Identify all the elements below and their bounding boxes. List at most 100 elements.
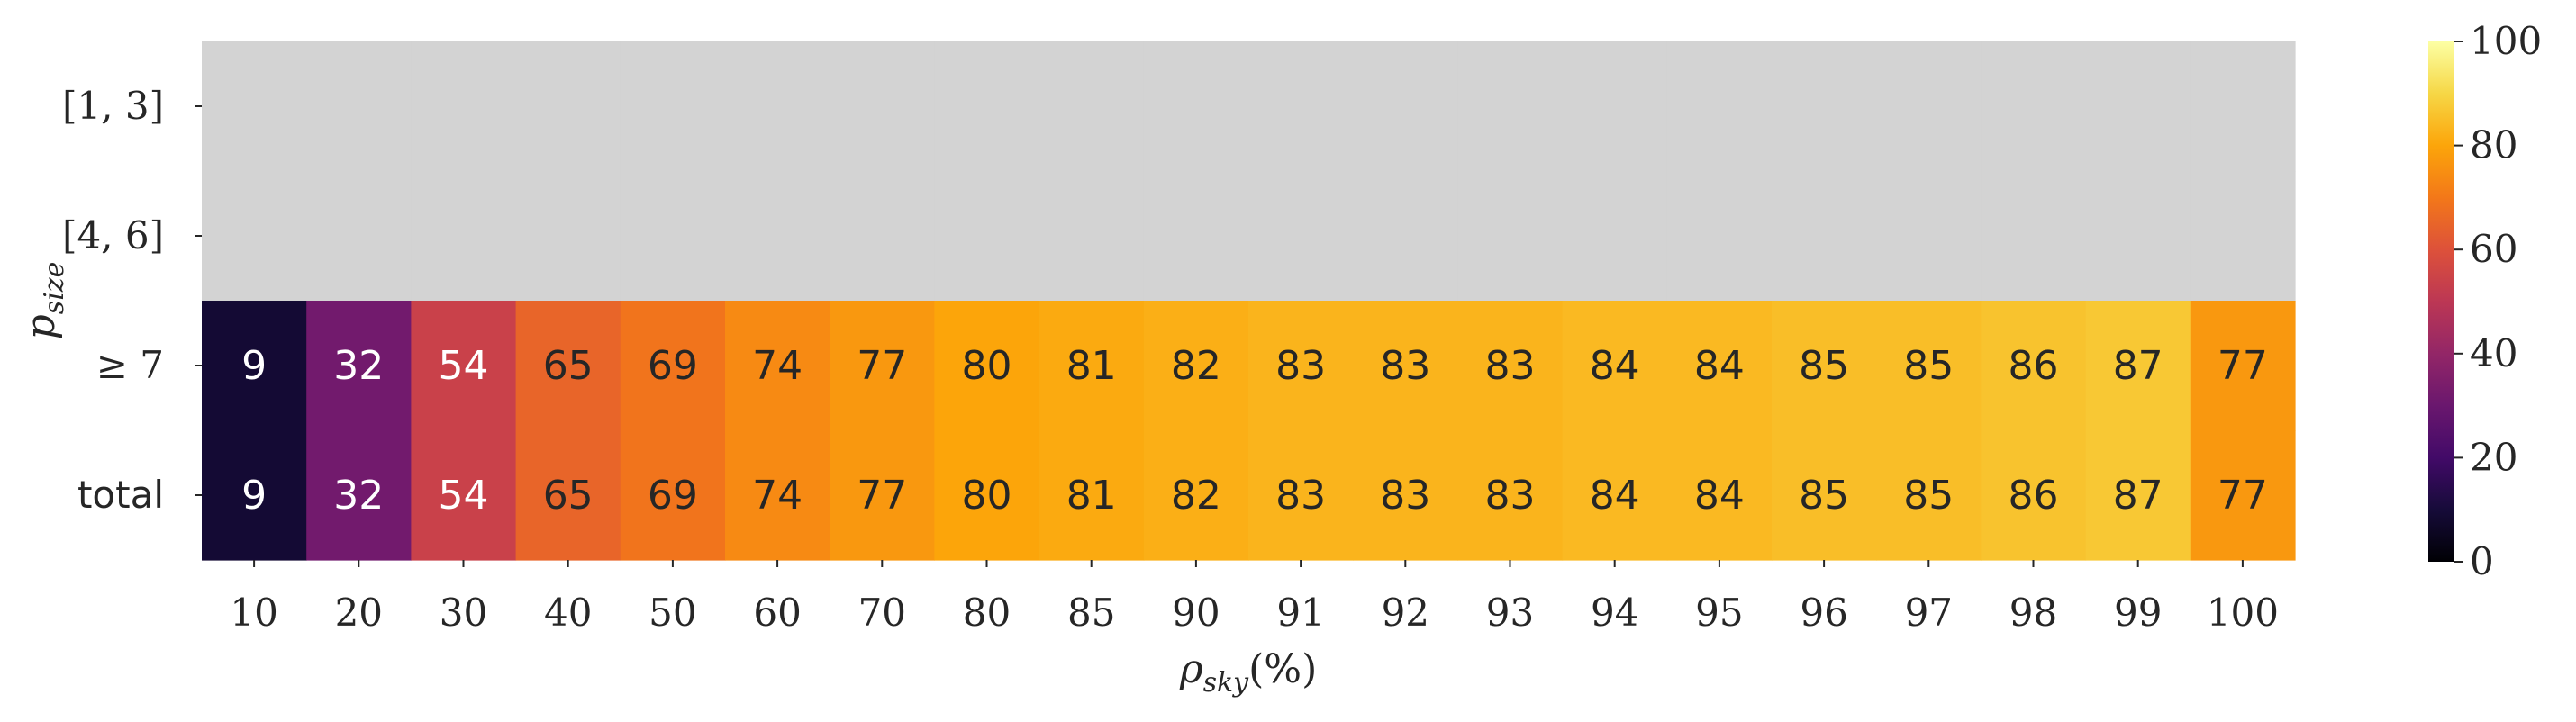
heatmap-cell-missing (830, 171, 935, 302)
heatmap-cell-missing (1248, 171, 1354, 302)
heatmap-cell-label: 85 (1903, 343, 1954, 389)
x-tick-label: 98 (2009, 591, 2057, 635)
colorbar: 0 20 40 60 80 100 (2428, 19, 2542, 583)
heatmap-cell-label: 85 (1799, 343, 1849, 389)
heatmap-cell (934, 430, 1040, 561)
heatmap-cell-label: 82 (1171, 473, 1221, 519)
x-axis-ticks: 10 20 30 40 50 60 70 80 85 90 91 92 93 94 95 96 97 98 99 10… (230, 560, 2279, 635)
heatmap-cell (1143, 430, 1249, 561)
heatmap-cell-missing (1248, 41, 1354, 172)
heatmap-cell-label: 77 (2218, 343, 2268, 389)
heatmap-cell-missing (620, 171, 726, 302)
heatmap-cell-missing (1981, 41, 2087, 172)
colorbar-tick-label: 0 (2470, 539, 2494, 583)
heatmap-cell-label: 85 (1903, 473, 1954, 519)
heatmap-cell-missing (1143, 171, 1249, 302)
heatmap-cell (1981, 301, 2087, 431)
y-axis-ticks: [1, 3] [4, 6] ≥ 7 total (62, 84, 202, 517)
x-tick-label: 96 (1800, 591, 1847, 635)
x-tick-label: 90 (1172, 591, 1220, 635)
heatmap-cell (306, 430, 412, 561)
heatmap-cell-missing (1457, 41, 1564, 172)
heatmap-cell-label: 82 (1171, 343, 1221, 389)
heatmap-cell-label: 84 (1590, 343, 1640, 389)
colorbar-tick-label: 40 (2470, 331, 2517, 375)
heatmap-cell (2190, 301, 2296, 431)
heatmap-cell (1143, 301, 1249, 431)
heatmap-cell-missing (1772, 41, 1877, 172)
x-tick-label: 70 (858, 591, 906, 635)
heatmap-cell-label: 80 (962, 343, 1012, 389)
heatmap-cell-label: 65 (543, 473, 594, 519)
heatmap-cell-label: 32 (333, 473, 384, 519)
heatmap-cell-label: 83 (1485, 473, 1536, 519)
heatmap-cell (725, 301, 830, 431)
heatmap-cell (515, 430, 621, 561)
heatmap-cell (1772, 301, 1877, 431)
heatmap-cell (2085, 430, 2191, 561)
heatmap-cell-label: 74 (752, 473, 803, 519)
y-axis-title: psize (18, 262, 70, 340)
heatmap-cell (1353, 301, 1458, 431)
heatmap-cell (725, 430, 830, 561)
x-tick-label: 50 (649, 591, 696, 635)
heatmap-cell-label: 81 (1066, 343, 1117, 389)
heatmap-cell-missing (1562, 171, 1668, 302)
heatmap-cell (2190, 430, 2296, 561)
heatmap-cell-label: 81 (1066, 473, 1117, 519)
x-tick-label: 85 (1067, 591, 1115, 635)
y-tick-label: ≥ 7 (96, 343, 164, 387)
heatmap-cell-label: 84 (1694, 473, 1745, 519)
heatmap-cell-missing (620, 41, 726, 172)
heatmap-cell-missing (1666, 171, 1773, 302)
x-tick-label: 93 (1486, 591, 1534, 635)
heatmap-cell-label: 84 (1590, 473, 1640, 519)
heatmap-cell (306, 301, 412, 431)
heatmap-cell (1981, 430, 2087, 561)
heatmap-cell (1353, 430, 1458, 561)
x-axis-title: ρsky(%) (1179, 646, 1318, 699)
x-tick-label: 92 (1382, 591, 1429, 635)
heatmap-cell-missing (1981, 171, 2087, 302)
colorbar-tick-label: 60 (2470, 227, 2517, 271)
heatmap-cell-labels: 9 32 54 65 69 74 77 80 81 82 83 83 83 84 84 85 85 86 87 77 9… (241, 343, 2268, 519)
x-tick-label: 94 (1591, 591, 1638, 635)
heatmap-cell-label: 80 (962, 473, 1012, 519)
heatmap-cell-missing (515, 41, 621, 172)
axis-titles: ρsky(%) psize (18, 262, 1317, 699)
heatmap-cell-missing (411, 171, 517, 302)
heatmap-cell-label: 69 (648, 343, 698, 389)
heatmap-cell (1039, 430, 1145, 561)
heatmap-cells (202, 41, 2296, 561)
y-tick-label: total (77, 473, 164, 517)
heatmap-cell-label: 65 (543, 343, 594, 389)
heatmap-cell (515, 301, 621, 431)
colorbar-tick-label: 80 (2470, 123, 2517, 167)
heatmap-cell-missing (515, 171, 621, 302)
heatmap-cell-missing (1039, 41, 1145, 172)
x-tick-label: 95 (1695, 591, 1743, 635)
heatmap-cell-label: 54 (439, 343, 489, 389)
colorbar-tick-label: 20 (2470, 435, 2517, 479)
heatmap-cell-label: 83 (1380, 473, 1430, 519)
y-tick-label: [4, 6] (62, 213, 164, 257)
heatmap-cell-missing (306, 41, 412, 172)
y-tick-label: [1, 3] (62, 84, 164, 128)
heatmap-cell-missing (1876, 41, 1982, 172)
heatmap-cell-label: 54 (439, 473, 489, 519)
heatmap-cell-missing (1353, 171, 1458, 302)
heatmap-cell-label: 77 (857, 343, 907, 389)
heatmap-cell-label: 74 (752, 343, 803, 389)
heatmap-cell-label: 84 (1694, 343, 1745, 389)
heatmap-cell (2085, 301, 2191, 431)
heatmap-cell-missing (934, 41, 1040, 172)
heatmap-cell-label: 83 (1275, 473, 1326, 519)
heatmap-cell-missing (725, 171, 830, 302)
heatmap-cell (1562, 430, 1668, 561)
x-tick-label: 100 (2207, 591, 2279, 635)
heatmap-cell-missing (1562, 41, 1668, 172)
heatmap-cell-label: 87 (2113, 343, 2163, 389)
heatmap-cell-label: 9 (241, 343, 267, 389)
heatmap-cell (1666, 301, 1773, 431)
